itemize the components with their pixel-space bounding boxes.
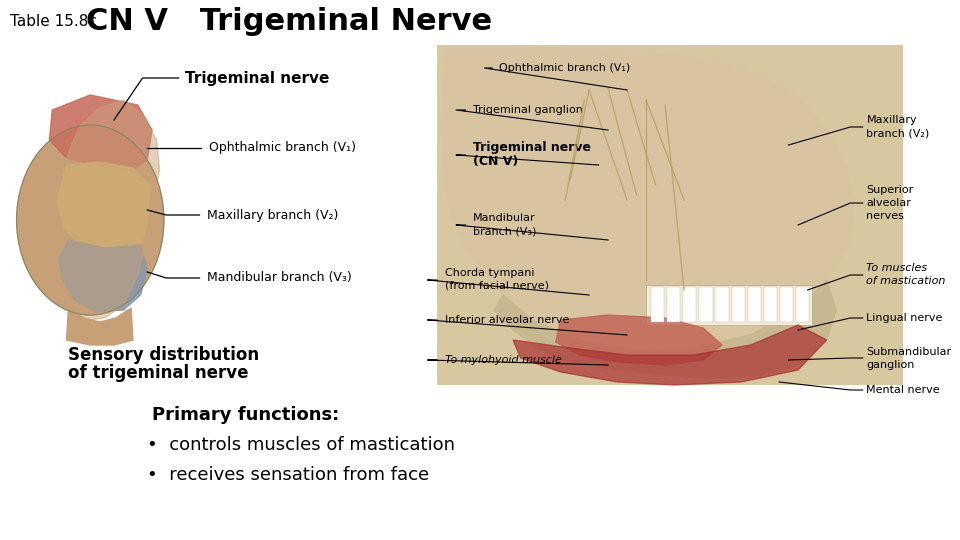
FancyBboxPatch shape bbox=[437, 45, 902, 385]
Text: CN V   Trigeminal Nerve: CN V Trigeminal Nerve bbox=[85, 8, 492, 37]
Text: To muscles: To muscles bbox=[867, 263, 927, 273]
Text: Lingual nerve: Lingual nerve bbox=[867, 313, 943, 323]
Text: of trigeminal nerve: of trigeminal nerve bbox=[68, 364, 249, 382]
Text: branch (V₂): branch (V₂) bbox=[867, 128, 929, 138]
Ellipse shape bbox=[16, 125, 164, 315]
Polygon shape bbox=[57, 162, 150, 250]
Polygon shape bbox=[54, 100, 159, 320]
Text: Trigeminal nerve: Trigeminal nerve bbox=[185, 71, 329, 85]
Text: Mandibular: Mandibular bbox=[473, 213, 536, 223]
Text: of mastication: of mastication bbox=[867, 276, 946, 286]
Polygon shape bbox=[513, 325, 827, 385]
Text: Trigeminal ganglion: Trigeminal ganglion bbox=[473, 105, 583, 115]
Text: •  receives sensation from face: • receives sensation from face bbox=[147, 466, 429, 484]
FancyBboxPatch shape bbox=[764, 287, 778, 322]
FancyBboxPatch shape bbox=[684, 287, 696, 322]
Text: ganglion: ganglion bbox=[867, 360, 915, 370]
Text: Mental nerve: Mental nerve bbox=[867, 385, 940, 395]
Text: (CN V): (CN V) bbox=[473, 156, 518, 168]
Polygon shape bbox=[59, 240, 147, 312]
FancyBboxPatch shape bbox=[780, 287, 793, 322]
FancyBboxPatch shape bbox=[699, 287, 712, 322]
Text: Submandibular: Submandibular bbox=[867, 347, 951, 357]
Text: •  controls muscles of mastication: • controls muscles of mastication bbox=[147, 436, 455, 454]
Polygon shape bbox=[556, 315, 722, 365]
Text: Inferior alveolar nerve: Inferior alveolar nerve bbox=[444, 315, 569, 325]
Text: branch (V₃): branch (V₃) bbox=[473, 226, 537, 236]
Polygon shape bbox=[494, 280, 836, 378]
Text: To mylohyoid muscle: To mylohyoid muscle bbox=[444, 355, 562, 365]
FancyBboxPatch shape bbox=[715, 287, 729, 322]
Polygon shape bbox=[441, 48, 855, 355]
FancyBboxPatch shape bbox=[732, 287, 745, 322]
Polygon shape bbox=[66, 308, 133, 345]
FancyBboxPatch shape bbox=[796, 287, 809, 322]
Text: Sensory distribution: Sensory distribution bbox=[68, 346, 259, 364]
Polygon shape bbox=[49, 95, 152, 170]
FancyBboxPatch shape bbox=[651, 287, 664, 322]
Text: Mandibular branch (V₃): Mandibular branch (V₃) bbox=[207, 272, 352, 285]
Text: Chorda tympani: Chorda tympani bbox=[444, 268, 534, 278]
Text: Superior: Superior bbox=[867, 185, 914, 195]
Text: nerves: nerves bbox=[867, 211, 904, 221]
Text: (from facial nerve): (from facial nerve) bbox=[444, 281, 548, 291]
Text: Primary functions:: Primary functions: bbox=[152, 406, 339, 424]
Text: Trigeminal nerve: Trigeminal nerve bbox=[473, 141, 591, 154]
Text: Maxillary: Maxillary bbox=[867, 115, 917, 125]
Text: Ophthalmic branch (V₁): Ophthalmic branch (V₁) bbox=[499, 63, 630, 73]
Text: Maxillary branch (V₂): Maxillary branch (V₂) bbox=[207, 208, 339, 221]
FancyBboxPatch shape bbox=[646, 285, 812, 325]
FancyBboxPatch shape bbox=[748, 287, 761, 322]
Text: Ophthalmic branch (V₁): Ophthalmic branch (V₁) bbox=[209, 141, 356, 154]
Text: alveolar: alveolar bbox=[867, 198, 911, 208]
FancyBboxPatch shape bbox=[667, 287, 681, 322]
Text: Table 15.8c: Table 15.8c bbox=[10, 15, 96, 30]
